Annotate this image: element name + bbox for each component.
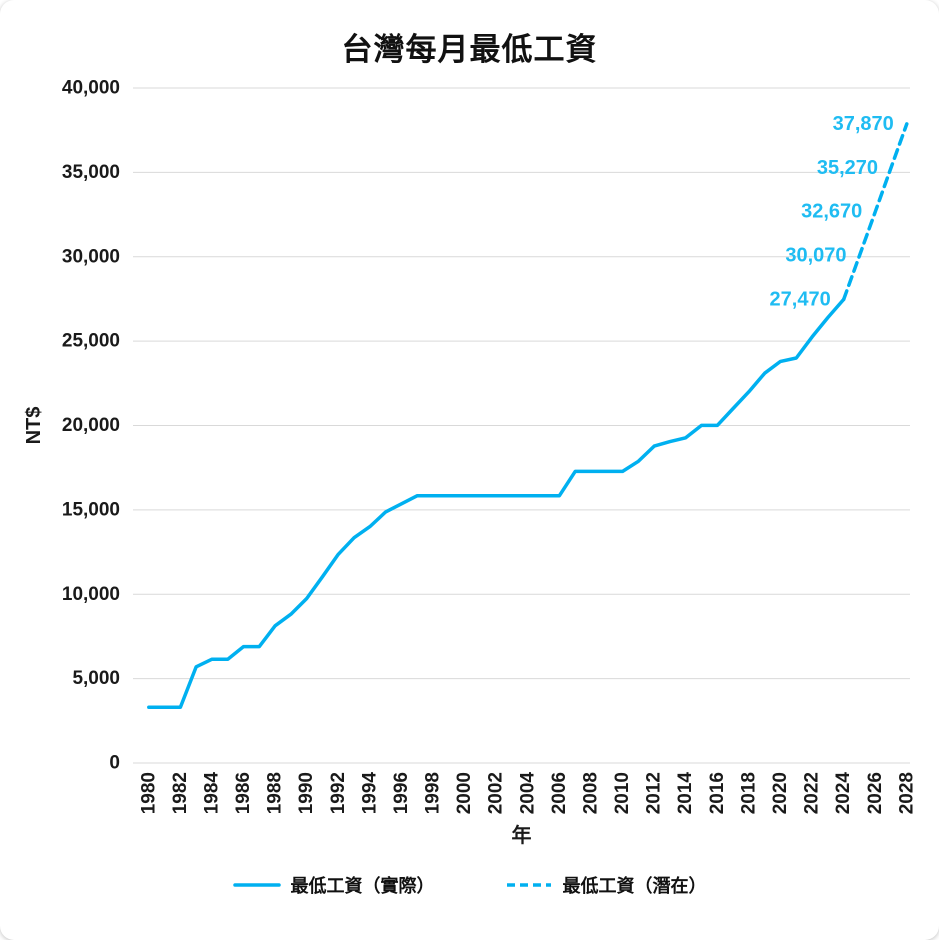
series-line-dashed	[841, 122, 909, 302]
y-tick-label: 35,000	[62, 162, 120, 183]
x-tick-label: 2006	[549, 772, 570, 814]
x-tick-label: 2002	[486, 772, 507, 814]
x-tick-label: 1986	[233, 772, 254, 814]
x-tick-label: 1990	[296, 772, 317, 814]
x-tick-label: 1980	[138, 772, 159, 814]
data-label: 37,870	[833, 113, 894, 135]
x-tick-label: 2020	[770, 772, 791, 814]
legend-label-potential: 最低工資（潛在）	[562, 876, 707, 896]
y-tick-label: 40,000	[62, 78, 120, 99]
x-tick-label: 2010	[612, 772, 633, 814]
chart-title: 台灣每月最低工資	[341, 32, 598, 67]
x-axis-label: 年	[512, 823, 532, 847]
x-tick-label: 2022	[802, 772, 823, 814]
y-tick-label: 5,000	[72, 668, 120, 689]
data-label: 30,070	[785, 245, 846, 267]
legend-item-actual: 最低工資（實際）	[232, 872, 435, 898]
legend-line-dashed-icon	[506, 883, 551, 887]
legend-label-actual: 最低工資（實際）	[290, 876, 435, 896]
y-tick-label: 0	[109, 753, 120, 774]
x-tick-label: 1982	[170, 772, 191, 814]
x-tick-label: 2014	[675, 772, 696, 815]
legend-line-solid-icon	[232, 883, 281, 887]
y-tick-label: 30,000	[62, 246, 120, 267]
x-tick-label: 2026	[865, 772, 886, 814]
chart-svg: 0 5,000 10,000 15,000 20,000 25,000 30,000 35,0…	[23, 78, 917, 848]
data-label: 35,270	[817, 157, 878, 179]
series-line-solid	[147, 297, 846, 710]
x-tick-label: 2028	[896, 772, 917, 814]
y-tick-label: 25,000	[62, 331, 120, 352]
x-tick-label: 2000	[454, 772, 475, 814]
y-tick-label: 15,000	[62, 499, 120, 520]
x-tick-label: 1992	[328, 772, 349, 814]
y-tick-label: 20,000	[62, 415, 120, 436]
x-tick-label: 1984	[202, 772, 223, 815]
x-tick-label: 2018	[738, 772, 759, 814]
legend: 最低工資（實際） 最低工資（潛在）	[0, 872, 939, 898]
data-label: 27,470	[770, 288, 831, 310]
x-tick-label: 2008	[581, 772, 602, 814]
x-tick-label: 1994	[359, 772, 380, 815]
y-axis-label: NT$	[23, 407, 45, 445]
x-tick-label: 2024	[833, 772, 854, 815]
x-tick-label: 1996	[391, 772, 412, 814]
x-tick-label: 1988	[265, 772, 286, 814]
legend-item-potential: 最低工資（潛在）	[505, 872, 707, 898]
y-tick-label: 10,000	[62, 584, 120, 605]
x-tick-label: 2004	[517, 772, 538, 815]
x-tick-label: 2012	[644, 772, 665, 814]
data-label: 32,670	[801, 201, 862, 223]
x-tick-label: 1998	[423, 772, 444, 814]
x-tick-label: 2016	[707, 772, 728, 814]
